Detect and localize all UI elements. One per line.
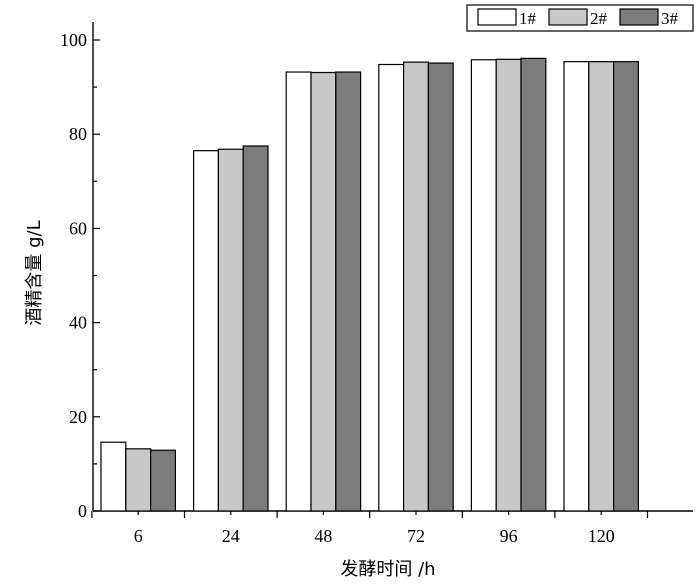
- x-axis-title: 发酵时间 /h: [340, 559, 435, 580]
- bar-series-2-72: [403, 61, 430, 512]
- bar-series-3-72: [427, 62, 454, 512]
- bars: [100, 57, 639, 512]
- x-tick-label: 6: [134, 526, 143, 546]
- legend-swatch-3: [619, 8, 659, 26]
- y-tick-label: 100: [60, 30, 87, 50]
- y-axis-title: 酒精含量 g/L: [24, 220, 45, 325]
- x-tick-label: 120: [588, 526, 615, 546]
- x-axis-ticks: 6 24 48 72 96 120: [91, 511, 649, 546]
- y-tick-label: 0: [78, 501, 87, 521]
- x-tick-label: 72: [407, 526, 425, 546]
- y-tick-label: 80: [69, 124, 87, 144]
- legend-label: 3#: [661, 9, 679, 28]
- y-tick-label: 40: [69, 313, 87, 333]
- legend: 1# 2# 3#: [466, 4, 694, 32]
- bar-series-1-72: [378, 63, 405, 512]
- bar-series-3-24: [242, 145, 269, 512]
- bar-series-2-120: [588, 61, 615, 512]
- bar-series-1-24: [193, 150, 220, 512]
- legend-label: 2#: [590, 9, 608, 28]
- x-tick-label: 96: [500, 526, 518, 546]
- bar-series-3-96: [520, 57, 547, 512]
- bar-series-2-48: [310, 71, 337, 512]
- legend-label: 1#: [519, 9, 537, 28]
- bar-series-1-96: [470, 59, 497, 512]
- bar-series-1-48: [285, 71, 312, 512]
- bar-series-3-48: [335, 71, 362, 512]
- bar-series-1-120: [563, 61, 590, 512]
- legend-swatch-1: [477, 8, 517, 26]
- y-tick-label: 60: [69, 218, 87, 238]
- y-axis-ticks: 0 20 40 60 80 100: [60, 30, 100, 521]
- bar-series-2-24: [217, 148, 244, 512]
- bar-series-3-120: [612, 61, 639, 512]
- x-tick-label: 48: [314, 526, 332, 546]
- bar-series-2-6: [125, 448, 152, 512]
- x-tick-label: 24: [222, 526, 240, 546]
- bar-series-2-96: [495, 58, 522, 512]
- bar-series-3-6: [150, 449, 177, 512]
- legend-swatch-2: [548, 8, 588, 26]
- bar-series-1-6: [100, 441, 127, 512]
- y-tick-label: 20: [69, 407, 87, 427]
